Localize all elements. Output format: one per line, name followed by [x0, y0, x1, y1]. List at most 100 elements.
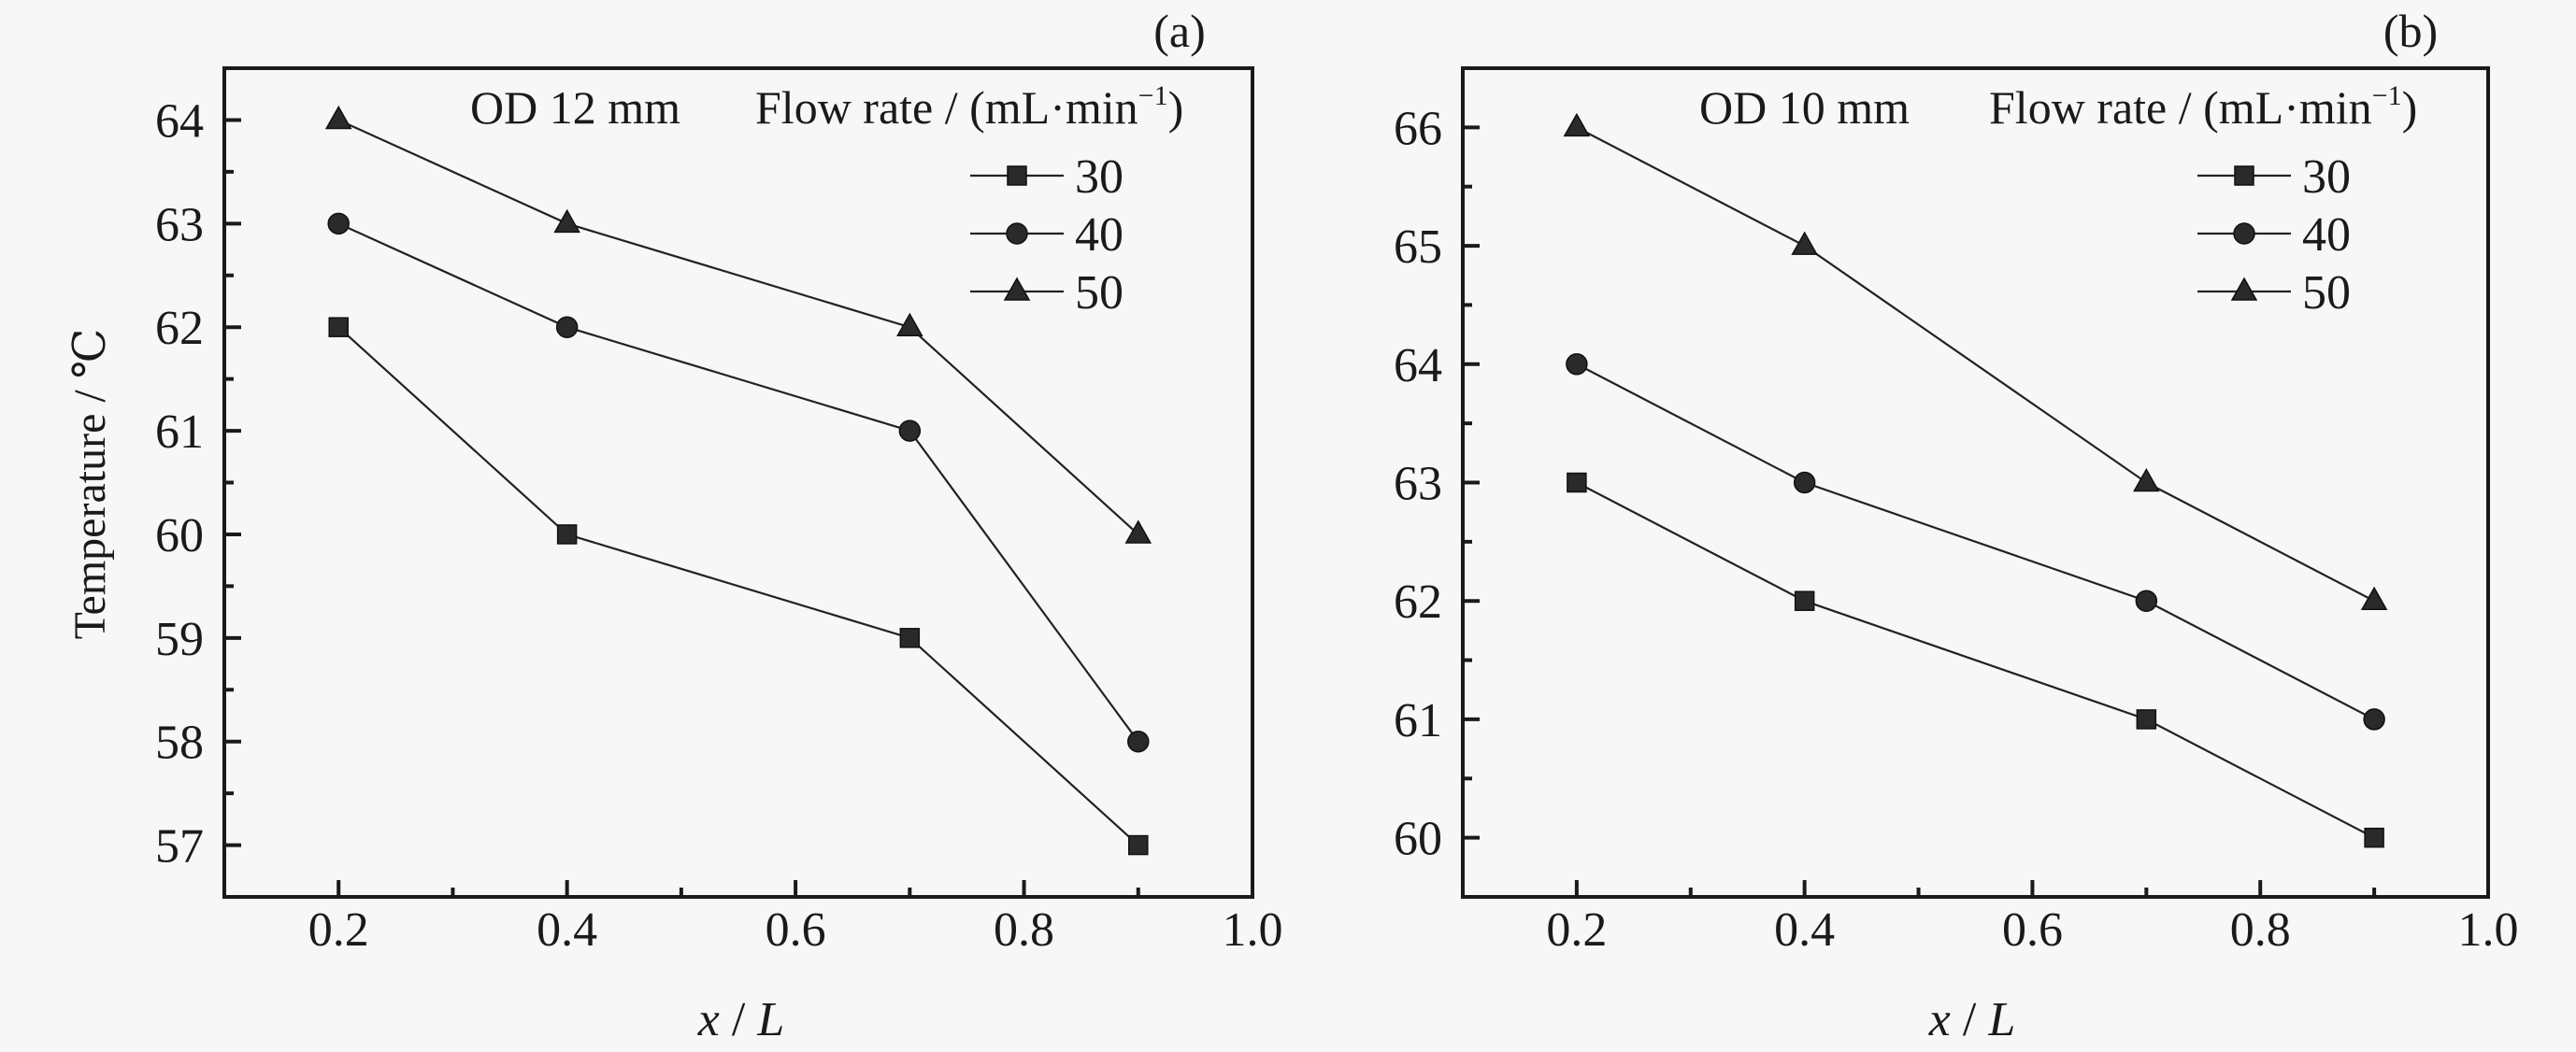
- data-point-40: [898, 419, 922, 442]
- data-point-40: [555, 316, 579, 338]
- y-tick-label: 64: [1394, 339, 1442, 392]
- legend-label: 30: [1075, 150, 1123, 204]
- annotation-od: OD 10 mm: [1699, 81, 1910, 134]
- x-axis-label-var2: L: [756, 993, 784, 1046]
- x-axis-label-sep: /: [1951, 993, 1988, 1046]
- panel-b: (b) 0.2 0.4 0.6 0.8 1.0 60 61 62 63 64 65 66 OD 10 …: [1394, 5, 2519, 1046]
- legend-marker-square-icon: [1007, 165, 1027, 186]
- legend-item-30: 30: [970, 150, 1123, 204]
- data-point-40: [327, 212, 350, 235]
- axis-ticks: 0.2 0.4 0.6 0.8 1.0 60 61 62 63 64 65 66: [1394, 102, 2519, 957]
- x-axis-label-var: x: [697, 993, 720, 1046]
- data-point-30: [1128, 834, 1149, 856]
- legend-item-30: 30: [2197, 150, 2351, 204]
- y-tick-label: 59: [155, 613, 204, 666]
- series-line-30: [1576, 481, 2375, 839]
- data-point-40: [1127, 730, 1150, 753]
- y-tick-label: 60: [1394, 813, 1442, 866]
- x-tick-label: 0.8: [994, 903, 1054, 957]
- panel-label: (b): [2383, 5, 2438, 57]
- y-tick-label: 61: [155, 405, 204, 459]
- data-point-50: [1124, 519, 1152, 544]
- legend-title-text: Flow rate / (mL·min: [1989, 81, 2372, 134]
- annotation-od: OD 12 mm: [470, 81, 680, 134]
- x-axis-label: x / L: [697, 993, 784, 1046]
- legend-title: Flow rate / (mL·min−1): [755, 80, 1183, 134]
- x-tick-label: 0.6: [2002, 903, 2063, 957]
- data-point-30: [2364, 827, 2384, 848]
- legend-item-40: 40: [2197, 208, 2351, 262]
- data-point-50: [2360, 586, 2388, 610]
- y-tick-label: 62: [1394, 576, 1442, 629]
- axis-ticks: 0.2 0.4 0.6 0.8 1.0 57 58 59 60 61 62 63 64: [155, 94, 1283, 957]
- data-point-50: [1791, 231, 1818, 255]
- x-tick-label: 0.8: [2230, 903, 2291, 957]
- legend-label: 30: [2302, 150, 2351, 204]
- y-tick-label: 62: [155, 302, 204, 355]
- legend-marker-square-icon: [2234, 165, 2254, 186]
- y-tick-label: 65: [1394, 220, 1442, 274]
- legend-title-text: Flow rate / (mL·min: [755, 81, 1138, 134]
- legend-title-sup: −1: [1138, 80, 1168, 111]
- data-point-40: [1793, 471, 1816, 494]
- legend-title-end: ): [1168, 81, 1184, 134]
- data-point-40: [2135, 590, 2158, 612]
- data-point-30: [1567, 472, 1587, 493]
- legend-title-end: ): [2402, 81, 2418, 134]
- series-group: [1563, 112, 2388, 848]
- panel-a: (a) 0.2 0.4 0.6 0.8 1.0 57 58 59 60 61 62 63 64 OD 1…: [65, 5, 1283, 1046]
- y-tick-label: 63: [155, 198, 204, 251]
- data-point-30: [2136, 709, 2157, 730]
- x-tick-label: 0.4: [537, 903, 597, 957]
- data-point-30: [1794, 590, 1815, 611]
- x-tick-label: 0.6: [766, 903, 826, 957]
- data-point-50: [896, 312, 923, 336]
- legend-item-50: 50: [970, 266, 1123, 320]
- legend-marker-circle-icon: [2233, 222, 2255, 245]
- x-tick-label: 0.4: [1774, 903, 1835, 957]
- legend-marker-circle-icon: [1006, 222, 1028, 245]
- data-point-30: [328, 317, 349, 337]
- x-tick-label: 1.0: [1223, 903, 1283, 957]
- data-point-30: [556, 524, 578, 545]
- y-tick-label: 57: [155, 820, 204, 874]
- data-point-50: [2133, 467, 2160, 492]
- x-axis-label-var: x: [1928, 993, 1951, 1046]
- x-axis-label-sep: /: [720, 993, 757, 1046]
- data-point-50: [553, 208, 580, 234]
- x-tick-label: 0.2: [308, 903, 369, 957]
- y-tick-label: 60: [155, 509, 204, 562]
- series-line-50: [1576, 126, 2375, 603]
- x-tick-label: 1.0: [2458, 903, 2519, 957]
- legend-title-sup: −1: [2372, 80, 2402, 111]
- y-tick-label: 63: [1394, 458, 1442, 511]
- legend-label: 50: [1075, 266, 1123, 320]
- series-line-40: [337, 222, 1139, 743]
- series-line-50: [337, 119, 1139, 535]
- legend-marker-triangle-icon: [1003, 277, 1031, 301]
- data-point-40: [2363, 708, 2385, 731]
- data-point-40: [1566, 353, 1588, 376]
- series-line-30: [337, 326, 1139, 846]
- x-axis-label: x / L: [1928, 993, 2015, 1046]
- data-point-50: [324, 105, 352, 130]
- x-axis-label-var2: L: [1987, 993, 2015, 1046]
- legend-item-50: 50: [2197, 266, 2351, 320]
- legend-title: Flow rate / (mL·min−1): [1989, 80, 2417, 134]
- y-tick-label: 66: [1394, 102, 1442, 155]
- data-point-50: [1563, 112, 1591, 137]
- panel-label: (a): [1153, 5, 1206, 57]
- legend-item-40: 40: [970, 208, 1123, 262]
- legend-label: 40: [1075, 208, 1123, 262]
- y-axis-label: Temperature / ℃: [65, 329, 115, 640]
- series-group: [324, 105, 1152, 856]
- series-line-40: [1576, 363, 2375, 720]
- x-tick-label: 0.2: [1546, 903, 1607, 957]
- y-tick-label: 64: [155, 94, 204, 148]
- legend-marker-triangle-icon: [2230, 277, 2258, 301]
- y-tick-label: 61: [1394, 694, 1442, 747]
- y-tick-label: 58: [155, 717, 204, 770]
- legend-label: 50: [2302, 266, 2351, 320]
